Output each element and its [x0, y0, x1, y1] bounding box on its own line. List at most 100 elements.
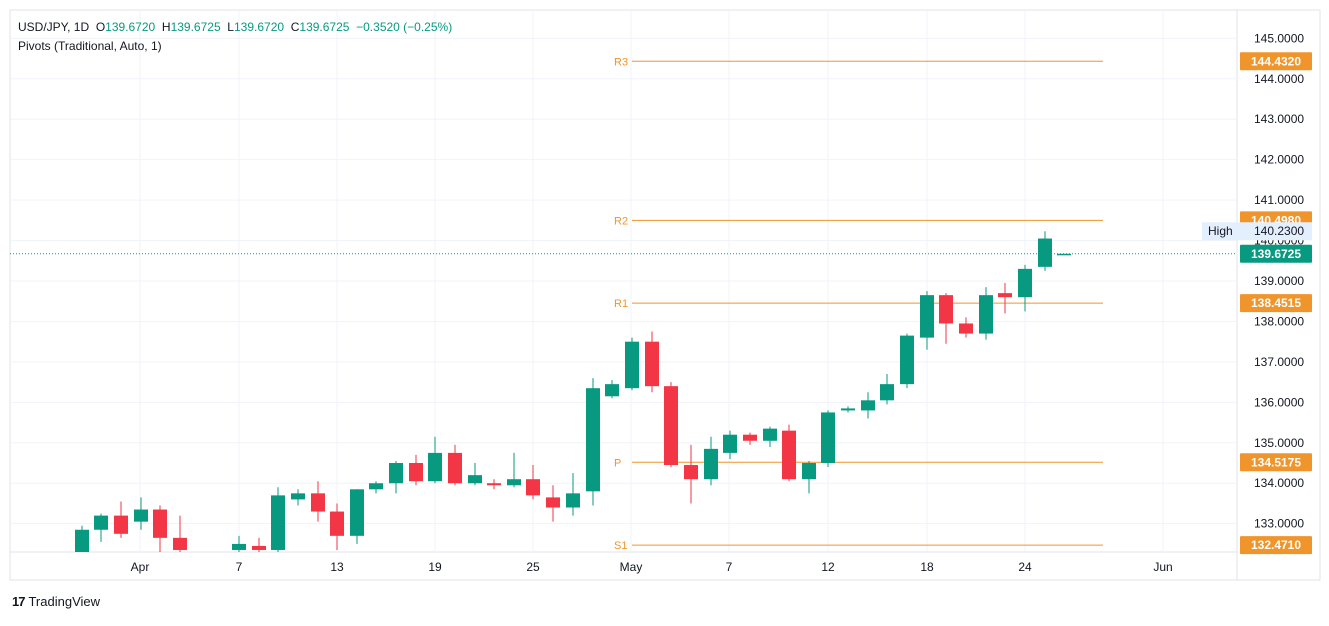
candle-body[interactable] — [743, 434, 757, 441]
candle-body[interactable] — [114, 515, 128, 534]
candle-body[interactable] — [173, 537, 187, 550]
chart-frame — [9, 9, 1321, 581]
candle-body[interactable] — [586, 388, 600, 492]
x-tick-label: 13 — [330, 560, 344, 574]
high-marker-bg — [1202, 222, 1312, 241]
y-tick-label: 133.0000 — [1254, 517, 1304, 531]
candle-body[interactable] — [526, 479, 540, 496]
candle-body[interactable] — [389, 463, 403, 484]
y-tick-label: 144.0000 — [1254, 72, 1304, 86]
candle-body[interactable] — [1057, 253, 1071, 256]
x-tick-label: 7 — [236, 560, 243, 574]
high-marker-value: 140.2300 — [1254, 224, 1304, 238]
y-tick-label: 145.0000 — [1254, 31, 1304, 45]
y-tick-label: 142.0000 — [1254, 153, 1304, 167]
last-price-label: 139.6725 — [1251, 247, 1301, 261]
symbol-label: USD/JPY, 1D — [18, 20, 90, 34]
candle-body[interactable] — [1038, 238, 1052, 267]
candle-body[interactable] — [723, 434, 737, 453]
candle-body[interactable] — [979, 295, 993, 334]
candle-body[interactable] — [291, 493, 305, 500]
high-label: H — [161, 20, 171, 34]
candle-body[interactable] — [605, 384, 619, 397]
y-tick-label: 135.0000 — [1254, 436, 1304, 450]
candle-body[interactable] — [546, 497, 560, 508]
candle-body[interactable] — [468, 475, 482, 484]
candle-body[interactable] — [939, 295, 953, 324]
x-tick-label: May — [620, 560, 643, 574]
candle-body[interactable] — [704, 448, 718, 480]
candle-body[interactable] — [900, 335, 914, 385]
candle-body[interactable] — [369, 483, 383, 490]
pivot-price-label: 132.4710 — [1251, 538, 1301, 552]
close-label: C — [290, 20, 300, 34]
tradingview-logo[interactable]: 17 TradingView — [12, 594, 100, 609]
y-tick-label: 141.0000 — [1254, 193, 1304, 207]
candle-body[interactable] — [232, 543, 246, 550]
candle-body[interactable] — [763, 428, 777, 441]
high-marker-label: High — [1208, 224, 1233, 238]
candle-body[interactable] — [350, 489, 364, 536]
x-tick-label: 25 — [526, 560, 540, 574]
x-tick-label: Apr — [131, 560, 150, 574]
candle-body[interactable] — [880, 384, 894, 401]
tv-logo-icon: 17 — [12, 594, 26, 609]
candle-body[interactable] — [330, 511, 344, 536]
pivot-price-tag — [1240, 453, 1312, 472]
candle-body[interactable] — [684, 465, 698, 480]
pivot-label-p: P — [614, 457, 621, 469]
candle-body[interactable] — [134, 509, 148, 522]
candle-body[interactable] — [1018, 268, 1032, 298]
candle-body[interactable] — [487, 483, 501, 486]
candle-body[interactable] — [311, 493, 325, 512]
candle-body[interactable] — [75, 529, 89, 552]
legend-ohlc: USD/JPY, 1D O139.6720 H139.6725 L139.672… — [18, 20, 452, 34]
y-tick-label: 137.0000 — [1254, 355, 1304, 369]
pivot-price-label: 134.5175 — [1251, 455, 1301, 469]
candle-body[interactable] — [821, 412, 835, 464]
pivot-price-tag — [1240, 52, 1312, 71]
candle-body[interactable] — [409, 463, 423, 482]
candle-body[interactable] — [920, 295, 934, 338]
pivot-price-label: 138.4515 — [1251, 296, 1301, 310]
open-value: 139.6720 — [105, 20, 156, 34]
pivot-label-r2: R2 — [614, 215, 628, 227]
pivot-price-tag — [1240, 294, 1312, 313]
candle-body[interactable] — [448, 452, 462, 484]
candle-body[interactable] — [271, 495, 285, 550]
candle-body[interactable] — [252, 545, 266, 550]
logo-text: TradingView — [28, 594, 101, 609]
candle-body[interactable] — [782, 430, 796, 480]
indicator-label: Pivots (Traditional, Auto, 1) — [18, 39, 162, 53]
x-tick-label: 24 — [1018, 560, 1032, 574]
high-value: 139.6725 — [170, 20, 221, 34]
y-tick-label: 139.0000 — [1254, 274, 1304, 288]
y-tick-label: 143.0000 — [1254, 112, 1304, 126]
pivot-label-r3: R3 — [614, 56, 628, 68]
candle-body[interactable] — [94, 515, 108, 530]
x-tick-label: Jun — [1153, 560, 1172, 574]
candle-body[interactable] — [625, 341, 639, 389]
candle-body[interactable] — [841, 408, 855, 411]
x-tick-label: 19 — [428, 560, 442, 574]
low-label: L — [227, 20, 234, 34]
low-value: 139.6720 — [233, 20, 285, 34]
candle-body[interactable] — [153, 509, 167, 538]
x-tick-label: 7 — [726, 560, 733, 574]
pivot-label-s1: S1 — [614, 540, 627, 552]
pivot-price-label: 144.4320 — [1251, 54, 1301, 68]
candle-body[interactable] — [802, 463, 816, 480]
close-value: 139.6725 — [299, 20, 350, 34]
candle-body[interactable] — [645, 341, 659, 387]
candle-body[interactable] — [428, 452, 442, 482]
open-label: O — [95, 20, 106, 34]
candle-body[interactable] — [959, 323, 973, 334]
candle-body[interactable] — [861, 400, 875, 411]
candle-body[interactable] — [998, 293, 1012, 298]
candle-body[interactable] — [507, 479, 521, 486]
candle-body[interactable] — [566, 493, 580, 508]
indicator-legend[interactable]: Pivots (Traditional, Auto, 1) — [18, 39, 162, 53]
candle-body[interactable] — [664, 386, 678, 466]
